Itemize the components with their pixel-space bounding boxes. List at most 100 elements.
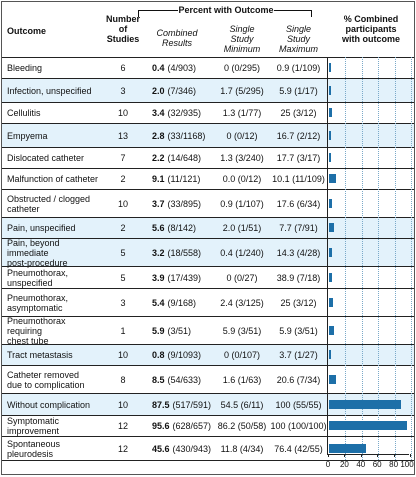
combined-results-cell: 3.2 (18/558) — [142, 239, 212, 266]
table-row: Symptomatic improvement 12 95.6 (628/657) 86… — [2, 415, 414, 436]
combined-results-cell: 3.9 (17/439) — [142, 267, 212, 288]
combined-fraction: (18/558) — [167, 247, 202, 258]
table-row: Tract metastasis 10 0.8 (9/1093) 0 (0/107) 3.… — [2, 344, 414, 365]
combined-results-cell: 45.6 (430/943) — [142, 437, 212, 460]
combined-fraction: (3/51) — [167, 325, 192, 336]
outcome-label: asymptomatic — [7, 302, 63, 313]
combined-fraction: (33/1168) — [167, 130, 206, 141]
header-pct-line-1: % Combined — [343, 14, 399, 24]
combined-results-cell: 95.6 (628/657) — [142, 416, 212, 436]
outcome-label: due to complication — [7, 379, 85, 390]
outcome-cell: Symptomatic improvement — [7, 416, 102, 436]
header-combined-line-2: Results — [161, 38, 192, 48]
x-tick — [360, 454, 362, 457]
table-row: Empyema 13 2.8 (33/1168) 0 (0/12) 16.7 (2/12) — [2, 123, 414, 147]
combined-fraction: (9/168) — [167, 297, 197, 308]
outcome-cell: Spontaneous pleurodesis — [7, 437, 102, 460]
outcome-cell: Obstructed / clogged catheter — [7, 190, 102, 217]
outcome-label: Spontaneous pleurodesis — [7, 438, 61, 459]
combined-fraction: (54/633) — [167, 374, 202, 385]
single-study-minimum-cell: 0.9 (1/107) — [220, 198, 264, 209]
bar — [329, 325, 334, 335]
bar — [329, 153, 331, 162]
header-max-line-3: Maximum — [278, 44, 318, 54]
header-pct-line-3: with outcome — [342, 34, 400, 44]
combined-percent: 45.6 — [152, 443, 170, 454]
combined-percent: 87.5 — [152, 399, 170, 410]
outcome-cell: Pneumothorax requiring chest tube — [7, 316, 102, 346]
outcome-cell: Without complication — [7, 394, 102, 415]
header-combined-results: Combined Results — [142, 28, 212, 48]
bar — [329, 174, 337, 183]
combined-percent: 3.4 — [152, 108, 165, 118]
x-tick-label: 0 — [325, 460, 331, 469]
header-single-study-minimum: Single Study Minimum — [214, 24, 270, 54]
single-study-minimum-cell: 0.0 (0/12) — [222, 174, 262, 184]
table-row: Spontaneous pleurodesis 12 45.6 (430/943) 11… — [2, 436, 414, 460]
combined-percent: 8.5 — [152, 374, 165, 385]
combined-percent: 9.1 — [152, 174, 165, 184]
combined-percent: 2.2 — [152, 153, 165, 163]
bar — [329, 223, 334, 232]
combined-results-cell: 5.6 (8/142) — [142, 218, 212, 238]
combined-percent: 3.7 — [152, 198, 165, 209]
single-study-maximum-cell: 10.1 (11/109) — [272, 174, 325, 184]
single-study-minimum-cell: 86.2 (50/58) — [217, 421, 267, 431]
outcome-label: Obstructed / clogged — [7, 193, 91, 204]
x-axis-line — [327, 454, 409, 455]
header-number-line-2: of — [118, 24, 128, 34]
combined-fraction: (7/346) — [167, 85, 197, 96]
outcome-cell: Cellulitis — [7, 103, 102, 123]
outcome-label: catheter — [7, 203, 40, 214]
outcome-cell: Tract metastasis — [7, 345, 102, 365]
x-tick-label: 60 — [372, 460, 382, 469]
single-study-maximum-cell: 14.3 (4/28) — [276, 247, 321, 258]
bar — [329, 63, 331, 72]
gridline — [378, 57, 380, 460]
number-of-studies-cell: 6 — [120, 63, 126, 73]
table-row: Obstructed / clogged catheter 10 3.7 (33/895… — [2, 189, 414, 217]
outcome-label: Infection, unspecified — [7, 85, 92, 96]
bar — [329, 297, 334, 307]
combined-results-cell: 2.2 (14/648) — [142, 148, 212, 168]
single-study-maximum-cell: 76.4 (42/55) — [274, 443, 323, 454]
number-of-studies-cell: 5 — [120, 272, 126, 283]
combined-percent: 5.4 — [152, 297, 165, 308]
single-study-minimum-cell: 11.8 (4/34) — [220, 443, 264, 454]
header-number-line-3: Studies — [106, 34, 140, 44]
combined-results-cell: 87.5 (517/591) — [142, 394, 212, 415]
combined-results-cell: 0.8 (9/1093) — [142, 345, 212, 365]
header-number-of-studies: Number of Studies — [105, 14, 141, 44]
single-study-maximum-cell: 7.7 (7/91) — [279, 223, 318, 233]
outcome-cell: Pneumothorax, asymptomatic — [7, 289, 102, 316]
number-of-studies-cell: 13 — [117, 130, 128, 141]
combined-results-cell: 2.8 (33/1168) — [142, 124, 212, 147]
table-row: Pneumothorax, unspecified 5 3.9 (17/439) 0 (… — [2, 266, 414, 288]
x-tick — [377, 454, 379, 457]
combined-results-cell: 3.4 (32/935) — [142, 103, 212, 123]
bar — [329, 272, 333, 282]
header-number-line-1: Number — [105, 14, 140, 24]
outcome-label: Cellulitis — [7, 108, 41, 118]
combined-fraction: (8/142) — [167, 223, 197, 233]
combined-fraction: (17/439) — [167, 272, 202, 283]
outcome-cell: Empyema — [7, 124, 102, 147]
bar — [329, 421, 408, 430]
combined-percent: 95.6 — [152, 421, 170, 431]
outcome-label: post-procedure — [7, 257, 68, 268]
bar — [329, 198, 333, 208]
outcome-label: Symptomatic improvement — [7, 416, 60, 436]
outcome-label: chest tube — [7, 335, 49, 346]
single-study-minimum-cell: 1.6 (1/63) — [222, 374, 262, 385]
combined-percent: 3.9 — [152, 272, 165, 283]
combined-percent: 5.9 — [152, 325, 165, 336]
combined-results-cell: 8.5 (54/633) — [142, 366, 212, 393]
outcome-cell: Infection, unspecified — [7, 79, 102, 102]
single-study-maximum-cell: 5.9 (1/17) — [279, 85, 318, 96]
number-of-studies-cell: 7 — [120, 153, 126, 163]
header-min-line-1: Single — [229, 24, 255, 34]
outcome-label: Dislocated catheter — [7, 153, 85, 163]
outcome-cell: Malfunction of catheter — [7, 169, 102, 189]
number-of-studies-cell: 5 — [120, 247, 126, 258]
